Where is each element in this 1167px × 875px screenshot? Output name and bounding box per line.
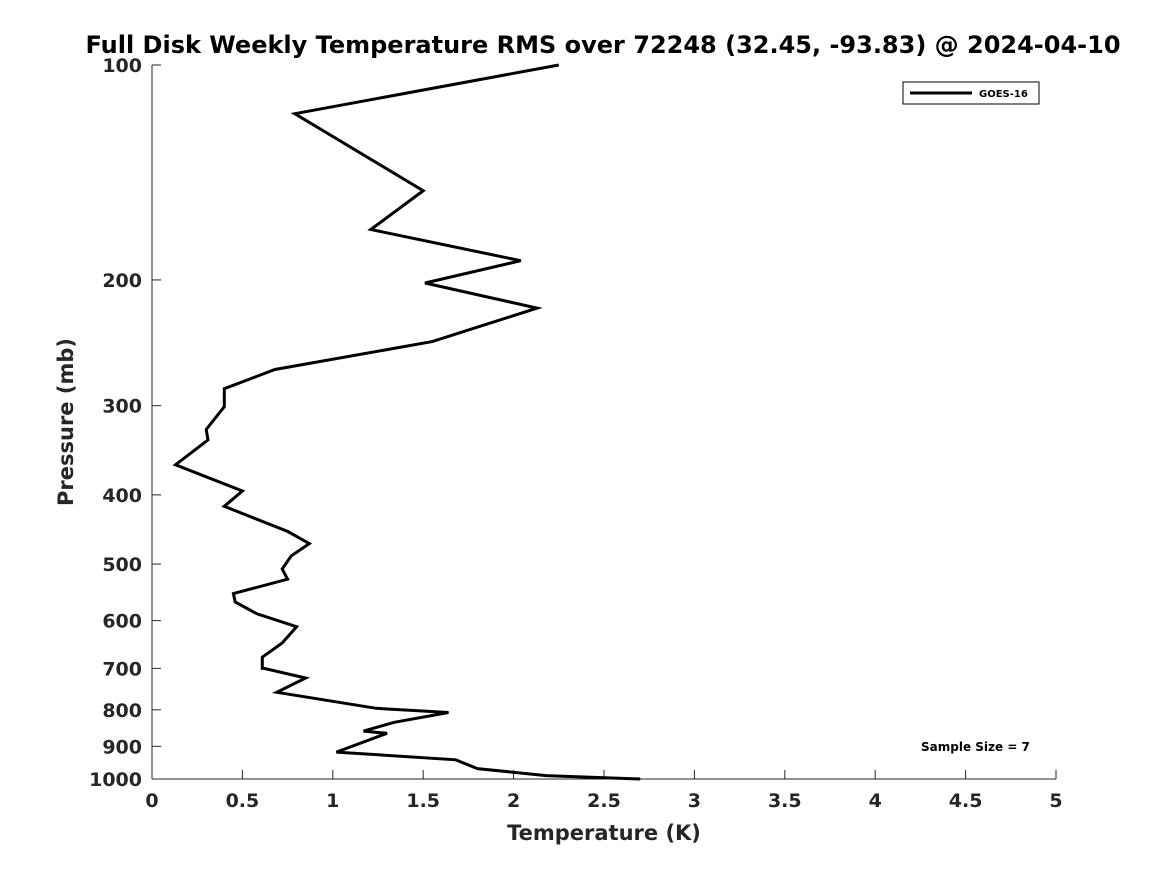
y-tick-label: 100 [102, 55, 142, 77]
y-tick-label: 600 [102, 611, 142, 633]
x-axis-label: Temperature (K) [507, 821, 701, 845]
y-ticks: 100 200 300 400 500 600 700 800 900 1000 [89, 55, 161, 791]
y-tick-label: 400 [102, 485, 142, 507]
series-group [172, 63, 641, 781]
y-tick-label: 900 [102, 736, 142, 758]
x-tick-label: 0.5 [226, 790, 260, 812]
x-ticks: 0 0.5 1 1.5 2 2.5 3 3.5 4 4.5 5 [145, 770, 1063, 812]
x-tick-label: 2 [507, 790, 520, 812]
y-tick-label: 500 [102, 554, 142, 576]
x-tick-label: 5 [1049, 790, 1062, 812]
x-tick-label: 4 [869, 790, 882, 812]
legend: GOES-16 [902, 81, 1040, 105]
y-axis-label: Pressure (mb) [54, 338, 78, 506]
legend-label-goes-16: GOES-16 [979, 89, 1028, 100]
y-tick-label: 1000 [89, 769, 142, 791]
chart-title: Full Disk Weekly Temperature RMS over 72… [85, 31, 1120, 59]
x-tick-label: 0 [145, 790, 158, 812]
x-tick-label: 3 [688, 790, 701, 812]
x-tick-label: 4.5 [949, 790, 983, 812]
x-tick-label: 2.5 [587, 790, 621, 812]
x-tick-label: 1.5 [406, 790, 440, 812]
series-line-goes-16 [172, 63, 641, 781]
y-tick-label: 200 [102, 270, 142, 292]
y-tick-label: 700 [102, 658, 142, 680]
sample-size-annotation: Sample Size = 7 [921, 740, 1030, 754]
y-tick-label: 300 [102, 396, 142, 418]
x-tick-label: 3.5 [768, 790, 802, 812]
x-tick-label: 1 [326, 790, 339, 812]
y-tick-label: 800 [102, 700, 142, 722]
